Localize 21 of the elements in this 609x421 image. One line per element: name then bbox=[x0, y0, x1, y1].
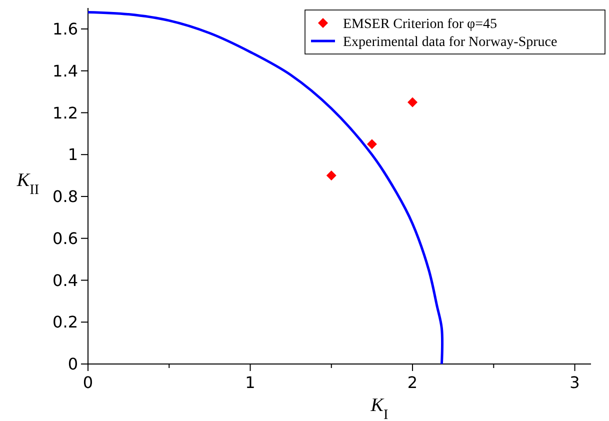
x-tick-label: 2 bbox=[407, 373, 418, 392]
y-tick-label: 0.8 bbox=[52, 187, 78, 206]
y-tick-label: 0.2 bbox=[52, 312, 78, 332]
line-series bbox=[86, 10, 444, 366]
y-tick-label: 0.6 bbox=[52, 228, 78, 248]
y-axis-title: K$_{II}$ bbox=[16, 170, 40, 198]
y-tick-label: 1 bbox=[68, 145, 78, 164]
y-tick-label: 1.4 bbox=[52, 61, 78, 80]
y-tick-label: 1.2 bbox=[52, 103, 78, 122]
x-tick-label: 0 bbox=[82, 373, 94, 392]
legend-label: EMSER Criterion for φ=45 bbox=[343, 16, 498, 32]
y-tick-label: 0.4 bbox=[52, 270, 78, 290]
x-tick-label: 3 bbox=[570, 373, 580, 392]
x-axis-title: K$_{I}$ bbox=[370, 395, 388, 421]
y-tick-label: 0 bbox=[68, 354, 78, 374]
y-tick-label: 1.6 bbox=[52, 20, 78, 39]
x-tick-label: 1 bbox=[245, 373, 256, 392]
point bbox=[366, 139, 377, 150]
legend-label: Experimental data for Norway-Spruce bbox=[343, 34, 558, 50]
point bbox=[408, 97, 418, 108]
point bbox=[326, 170, 336, 181]
